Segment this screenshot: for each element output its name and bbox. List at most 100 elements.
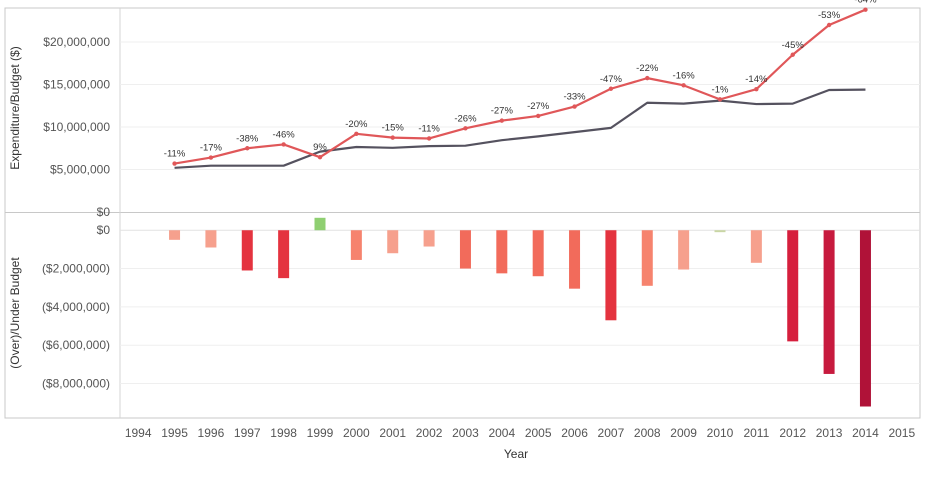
expenditure-point[interactable] bbox=[463, 126, 468, 131]
percent-label: -27% bbox=[527, 101, 550, 112]
variance-bar[interactable] bbox=[678, 230, 690, 270]
x-tick-label: 1999 bbox=[307, 426, 334, 440]
variance-bar[interactable] bbox=[859, 230, 871, 407]
bottom-y-tick-label: ($4,000,000) bbox=[42, 300, 110, 314]
variance-bar[interactable] bbox=[459, 230, 471, 269]
budget-line[interactable] bbox=[174, 88, 866, 169]
x-tick-label: 2012 bbox=[779, 426, 806, 440]
variance-bar[interactable] bbox=[314, 217, 326, 231]
x-tick-label: 2013 bbox=[816, 426, 843, 440]
expenditure-point[interactable] bbox=[790, 52, 795, 57]
line-points[interactable] bbox=[172, 7, 868, 166]
percent-label: -11% bbox=[164, 149, 186, 160]
x-tick-label: 1996 bbox=[198, 426, 225, 440]
top-panel-gridlines bbox=[120, 41, 920, 170]
expenditure-point[interactable] bbox=[208, 155, 214, 160]
variance-bar[interactable] bbox=[750, 230, 762, 263]
bottom-y-axis-title: (Over)/Under Budget bbox=[8, 257, 22, 369]
x-tick-label: 1994 bbox=[125, 426, 152, 440]
expenditure-point[interactable] bbox=[354, 131, 359, 136]
variance-bar[interactable] bbox=[605, 230, 617, 321]
x-tick-labels: 1994 1995 1996 1997 1998 1999 2000 2001 2002 2003… bbox=[125, 426, 916, 440]
x-tick-label: 2000 bbox=[343, 426, 370, 440]
top-y-tick-label: $20,000,000 bbox=[43, 35, 110, 49]
expenditure-point[interactable] bbox=[754, 86, 759, 92]
percent-label: -1% bbox=[712, 84, 729, 95]
bottom-y-tick-label: $0 bbox=[97, 223, 111, 237]
percent-label: -47% bbox=[600, 74, 623, 85]
expenditure-point[interactable] bbox=[499, 118, 505, 123]
variance-bar[interactable] bbox=[823, 230, 835, 374]
variance-bar[interactable] bbox=[714, 230, 726, 233]
x-tick-label: 2014 bbox=[852, 426, 879, 440]
x-tick-label: 1995 bbox=[161, 426, 188, 440]
expenditure-point[interactable] bbox=[317, 154, 323, 160]
top-y-tick-label: $10,000,000 bbox=[43, 120, 110, 134]
variance-bar[interactable] bbox=[569, 230, 581, 289]
percent-label: -38% bbox=[236, 133, 259, 144]
x-tick-label: 2009 bbox=[670, 426, 697, 440]
percent-label: -46% bbox=[273, 129, 296, 140]
x-tick-label: 2010 bbox=[707, 426, 734, 440]
percent-label: -11% bbox=[418, 123, 440, 134]
expenditure-point[interactable] bbox=[826, 22, 832, 28]
percent-label: -53% bbox=[818, 10, 841, 21]
variance-bar[interactable] bbox=[350, 230, 362, 260]
expenditure-point[interactable] bbox=[535, 113, 541, 119]
variance-bar[interactable] bbox=[496, 230, 508, 274]
variance-bar[interactable] bbox=[241, 230, 253, 271]
x-tick-label: 2001 bbox=[379, 426, 406, 440]
x-tick-label: 2011 bbox=[743, 426, 769, 440]
top-y-tick-label: $0 bbox=[97, 205, 111, 219]
bottom-y-tick-labels: $0 ($2,000,000) ($4,000,000) ($6,000,000) ($… bbox=[42, 223, 110, 390]
top-y-axis-title: Expenditure/Budget ($) bbox=[8, 46, 22, 169]
expenditure-point[interactable] bbox=[681, 83, 686, 88]
variance-bar[interactable] bbox=[278, 230, 290, 279]
variance-bar[interactable] bbox=[641, 230, 653, 286]
percent-label: -26% bbox=[454, 113, 477, 124]
expenditure-point[interactable] bbox=[608, 86, 614, 91]
percent-label: -14% bbox=[745, 74, 768, 85]
percent-label: -15% bbox=[382, 123, 405, 134]
x-tick-label: 2003 bbox=[452, 426, 479, 440]
bottom-y-tick-label: ($6,000,000) bbox=[42, 338, 110, 352]
variance-bar[interactable] bbox=[169, 230, 181, 240]
percent-label: -17% bbox=[200, 143, 223, 154]
variance-bar[interactable] bbox=[387, 230, 399, 254]
variance-bar[interactable] bbox=[532, 230, 544, 277]
variance-bar[interactable] bbox=[423, 230, 435, 247]
chart-frame bbox=[4, 7, 921, 419]
expenditure-point[interactable] bbox=[281, 142, 286, 147]
bottom-y-tick-label: ($8,000,000) bbox=[42, 377, 110, 391]
x-tick-label: 1998 bbox=[270, 426, 297, 440]
expenditure-point[interactable] bbox=[717, 97, 723, 102]
expenditure-point[interactable] bbox=[863, 7, 868, 12]
percent-label: -16% bbox=[673, 70, 696, 81]
line-series[interactable] bbox=[174, 8, 866, 169]
x-tick-label: 2006 bbox=[561, 426, 588, 440]
expenditure-point[interactable] bbox=[426, 136, 432, 141]
variance-bar[interactable] bbox=[205, 230, 217, 248]
variance-bars[interactable] bbox=[169, 217, 871, 407]
x-tick-label: 2015 bbox=[888, 426, 915, 440]
percent-label: -64% bbox=[854, 0, 877, 6]
expenditure-line[interactable] bbox=[174, 8, 866, 165]
percent-label: -45% bbox=[782, 40, 805, 51]
expenditure-point[interactable] bbox=[245, 146, 250, 151]
x-tick-label: 2008 bbox=[634, 426, 661, 440]
x-axis-title: Year bbox=[504, 447, 528, 461]
x-tick-label: 2005 bbox=[525, 426, 552, 440]
percent-labels: -11% -17% -38% -46% 9% -20% -15% -11% -26% -27% -2… bbox=[164, 0, 877, 160]
x-tick-label: 2002 bbox=[416, 426, 443, 440]
bottom-y-tick-label: ($2,000,000) bbox=[42, 262, 110, 276]
expenditure-point[interactable] bbox=[390, 135, 395, 140]
expenditure-point[interactable] bbox=[172, 161, 177, 166]
percent-label: -20% bbox=[345, 119, 368, 130]
expenditure-point[interactable] bbox=[572, 104, 577, 109]
variance-bar[interactable] bbox=[787, 230, 799, 342]
top-y-tick-labels: $0 $5,000,000 $10,000,000 $15,000,000 $20,00… bbox=[43, 35, 110, 219]
x-tick-label: 2007 bbox=[598, 426, 625, 440]
expenditure-point[interactable] bbox=[645, 75, 650, 81]
